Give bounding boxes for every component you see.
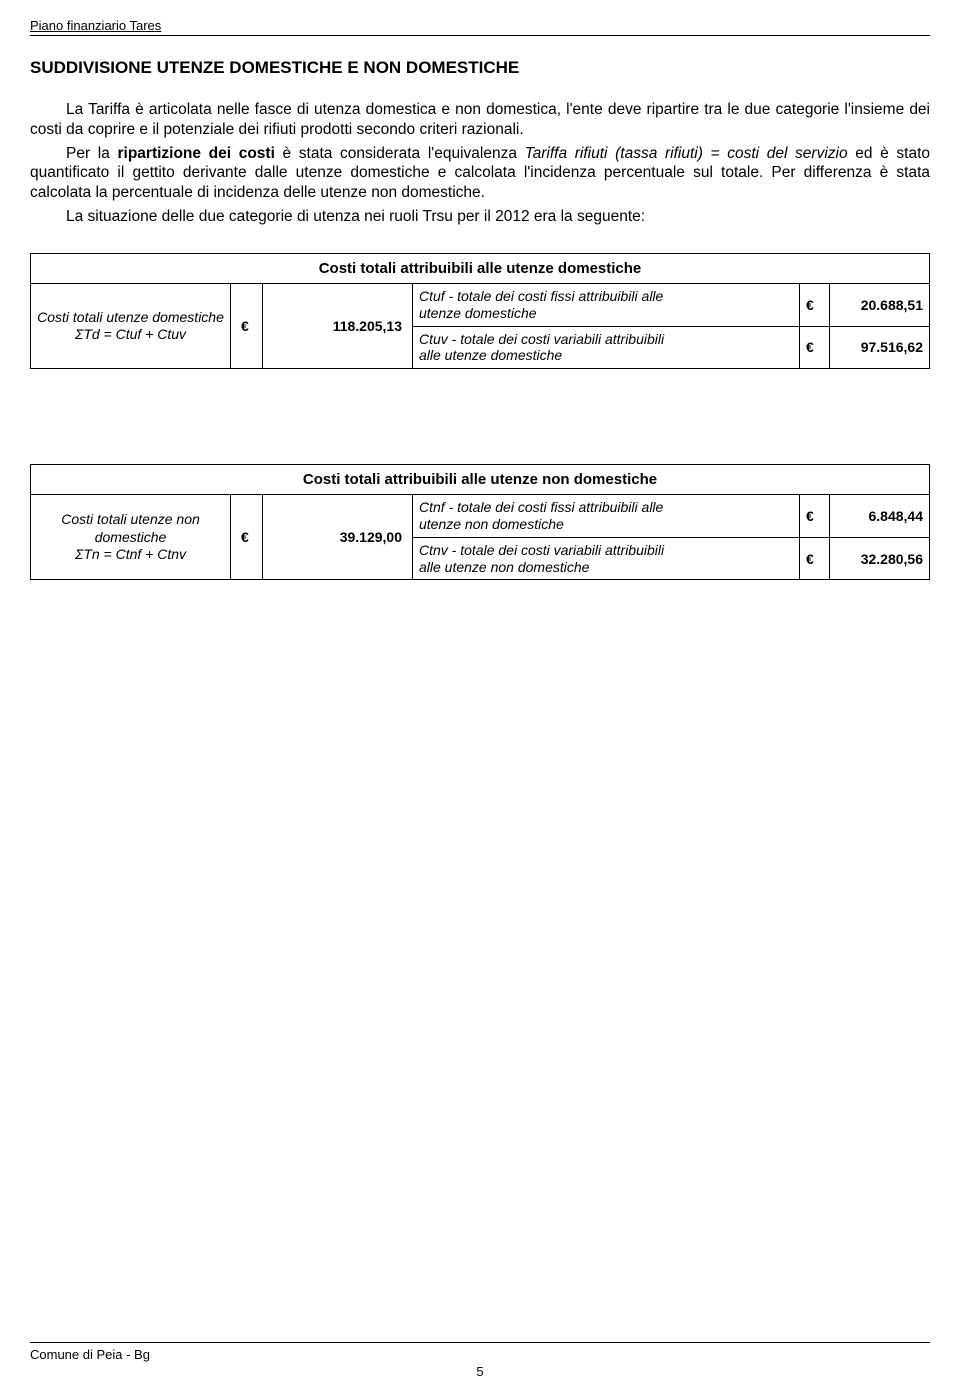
t2-r0-d1: Ctnf - totale dei costi fissi attribuibi… [419, 499, 663, 515]
footer-text: Comune di Peia - Bg [30, 1342, 930, 1362]
p2-b: ripartizione dei costi [117, 145, 274, 162]
t2-r0-d2: utenze non domestiche [419, 516, 564, 532]
table2-rowlabel: Costi totali utenze non domestiche ΣTn =… [31, 495, 231, 580]
p2-d: Tariffa rifiuti (tassa rifiuti) = costi … [525, 145, 848, 162]
t2-r0-cur: € [800, 495, 830, 538]
table2-caption: Costi totali attribuibili alle utenze no… [31, 465, 930, 495]
t1-r0-d1: Ctuf - totale dei costi fissi attribuibi… [419, 288, 663, 304]
t2-label1: Costi totali utenze non domestiche [61, 511, 200, 545]
t1-r0-val: 20.688,51 [830, 283, 930, 326]
p2-a: Per la [66, 145, 117, 162]
t2-r1-val: 32.280,56 [830, 537, 930, 580]
t2-r0-val: 6.848,44 [830, 495, 930, 538]
t2-r1-desc: Ctnv - totale dei costi variabili attrib… [413, 537, 800, 580]
page-number: 5 [30, 1364, 930, 1379]
t2-total: 39.129,00 [263, 495, 413, 580]
t1-cur: € [231, 283, 263, 368]
t2-cur: € [231, 495, 263, 580]
t1-r1-desc: Ctuv - totale dei costi variabili attrib… [413, 326, 800, 369]
t2-r1-d2: alle utenze non domestiche [419, 559, 589, 575]
t1-r0-desc: Ctuf - totale dei costi fissi attribuibi… [413, 283, 800, 326]
t1-r1-val: 97.516,62 [830, 326, 930, 369]
t2-r1-d1: Ctnv - totale dei costi variabili attrib… [419, 542, 664, 558]
t1-r1-d1: Ctuv - totale dei costi variabili attrib… [419, 331, 664, 347]
paragraph-2: Per la ripartizione dei costi è stata co… [30, 144, 930, 203]
table-domestic-wrap: Costi totali attribuibili alle utenze do… [30, 253, 930, 369]
page-header: Piano finanziario Tares [30, 18, 930, 36]
t1-label2: ΣTd = Ctuf + Ctuv [75, 326, 186, 342]
t2-r1-cur: € [800, 537, 830, 580]
page-footer: Comune di Peia - Bg 5 [30, 1342, 930, 1379]
table-domestic: Costi totali attribuibili alle utenze do… [30, 253, 930, 369]
t2-label2: ΣTn = Ctnf + Ctnv [75, 546, 186, 562]
p2-c: è stata considerata l'equivalenza [275, 145, 525, 162]
table-nondomestic-wrap: Costi totali attribuibili alle utenze no… [30, 464, 930, 580]
table1-caption: Costi totali attribuibili alle utenze do… [31, 253, 930, 283]
t1-total: 118.205,13 [263, 283, 413, 368]
t1-r0-cur: € [800, 283, 830, 326]
t2-r0-desc: Ctnf - totale dei costi fissi attribuibi… [413, 495, 800, 538]
paragraph-1: La Tariffa è articolata nelle fasce di u… [30, 100, 930, 140]
table1-rowlabel: Costi totali utenze domestiche ΣTd = Ctu… [31, 283, 231, 368]
section-title: SUDDIVISIONE UTENZE DOMESTICHE E NON DOM… [30, 58, 930, 78]
paragraph-3: La situazione delle due categorie di ute… [30, 207, 930, 227]
t1-r1-cur: € [800, 326, 830, 369]
table-nondomestic: Costi totali attribuibili alle utenze no… [30, 464, 930, 580]
t1-r1-d2: alle utenze domestiche [419, 347, 562, 363]
t1-label1: Costi totali utenze domestiche [37, 309, 224, 325]
t1-r0-d2: utenze domestiche [419, 305, 537, 321]
